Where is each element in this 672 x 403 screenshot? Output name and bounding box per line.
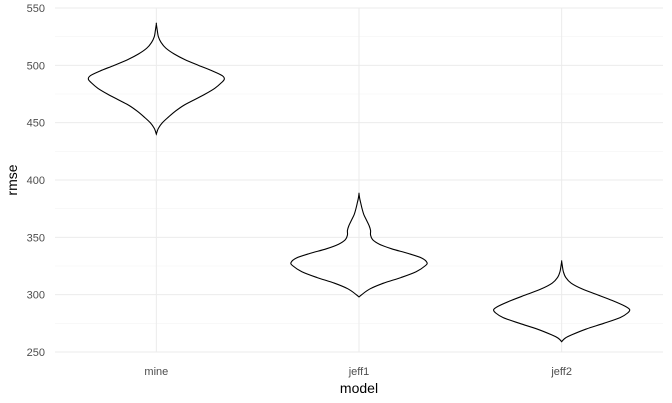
x-tick-label: jeff1 xyxy=(348,366,370,378)
violin-jeff2 xyxy=(493,260,631,343)
x-tick-label: mine xyxy=(144,366,168,378)
y-tick-label: 500 xyxy=(27,60,45,72)
violins xyxy=(87,22,631,343)
y-tick-label: 300 xyxy=(27,290,45,302)
grid xyxy=(55,7,663,353)
x-tick-label: jeff2 xyxy=(550,366,572,378)
y-tick-label: 250 xyxy=(27,347,45,359)
x-tick-labels: mine jeff1 jeff2 xyxy=(144,366,572,378)
violin-mine xyxy=(87,22,225,136)
y-tick-label: 350 xyxy=(27,232,45,244)
x-axis-title: model xyxy=(340,380,378,396)
violin-jeff1 xyxy=(290,192,428,298)
y-tick-labels: 250 300 350 400 450 500 550 xyxy=(27,3,45,359)
y-tick-label: 400 xyxy=(27,175,45,187)
y-axis-title: rmse xyxy=(4,164,20,195)
y-tick-label: 450 xyxy=(27,118,45,130)
y-tick-label: 550 xyxy=(27,3,45,15)
